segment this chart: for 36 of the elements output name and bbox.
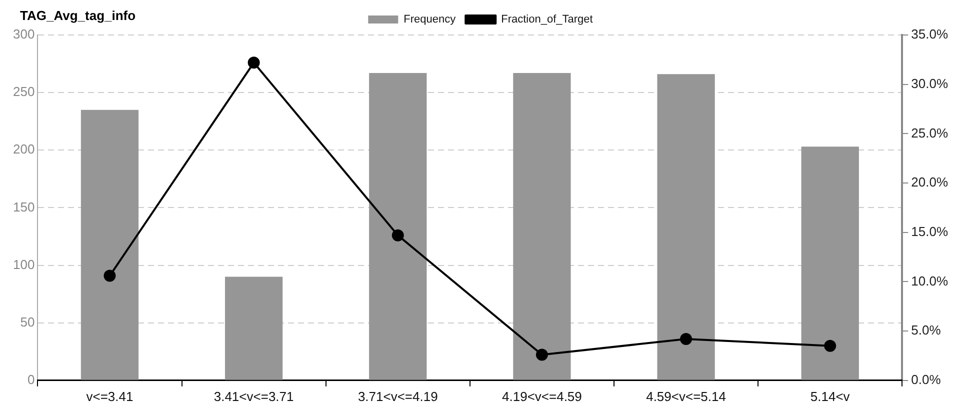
y2-tick-label: 20.0% xyxy=(911,174,948,190)
legend-label: Fraction_of_Target xyxy=(501,14,593,26)
point xyxy=(392,229,404,242)
x-tick-label: 4.59<v<=5.14 xyxy=(646,388,726,404)
x-tick-label: 4.19<v<=4.59 xyxy=(502,388,582,404)
point xyxy=(824,340,836,352)
y2-tick-label: 10.0% xyxy=(911,273,948,288)
point xyxy=(248,56,260,69)
y2-tick-label: 15.0% xyxy=(911,224,948,239)
y-tick-label: 300 xyxy=(12,26,35,42)
y-tick-label: 250 xyxy=(12,84,35,100)
y-tick-label: 50 xyxy=(20,314,35,330)
y-tick-label: 100 xyxy=(12,256,35,272)
x-tick-label: 3.71<v<=4.19 xyxy=(358,388,438,404)
y2-tick-label: 5.0% xyxy=(911,322,942,338)
y2-tick-label: 0.0% xyxy=(911,372,942,387)
point xyxy=(680,332,692,345)
x-tick-label: v<=3.41 xyxy=(86,388,134,404)
bar xyxy=(369,72,427,380)
y2-tick-label: 30.0% xyxy=(911,76,948,91)
legend-label: Frequency xyxy=(404,14,456,26)
y2-tick-label: 35.0% xyxy=(911,26,948,42)
x-tick-label: 5.14<v xyxy=(810,388,850,404)
point xyxy=(104,270,116,282)
bar xyxy=(657,74,715,380)
x-tick-label: 3.41<v<=3.71 xyxy=(214,388,294,404)
bar xyxy=(801,146,859,380)
bar xyxy=(513,72,571,380)
y2-tick-label: 25.0% xyxy=(911,125,948,140)
chart-title: TAG_Avg_tag_info xyxy=(20,8,136,23)
y-tick-label: 150 xyxy=(12,199,35,214)
bar xyxy=(224,276,283,380)
point xyxy=(536,348,548,361)
y-tick-label: 200 xyxy=(12,142,35,157)
y-tick-label: 0 xyxy=(27,372,35,387)
bar xyxy=(80,110,139,380)
